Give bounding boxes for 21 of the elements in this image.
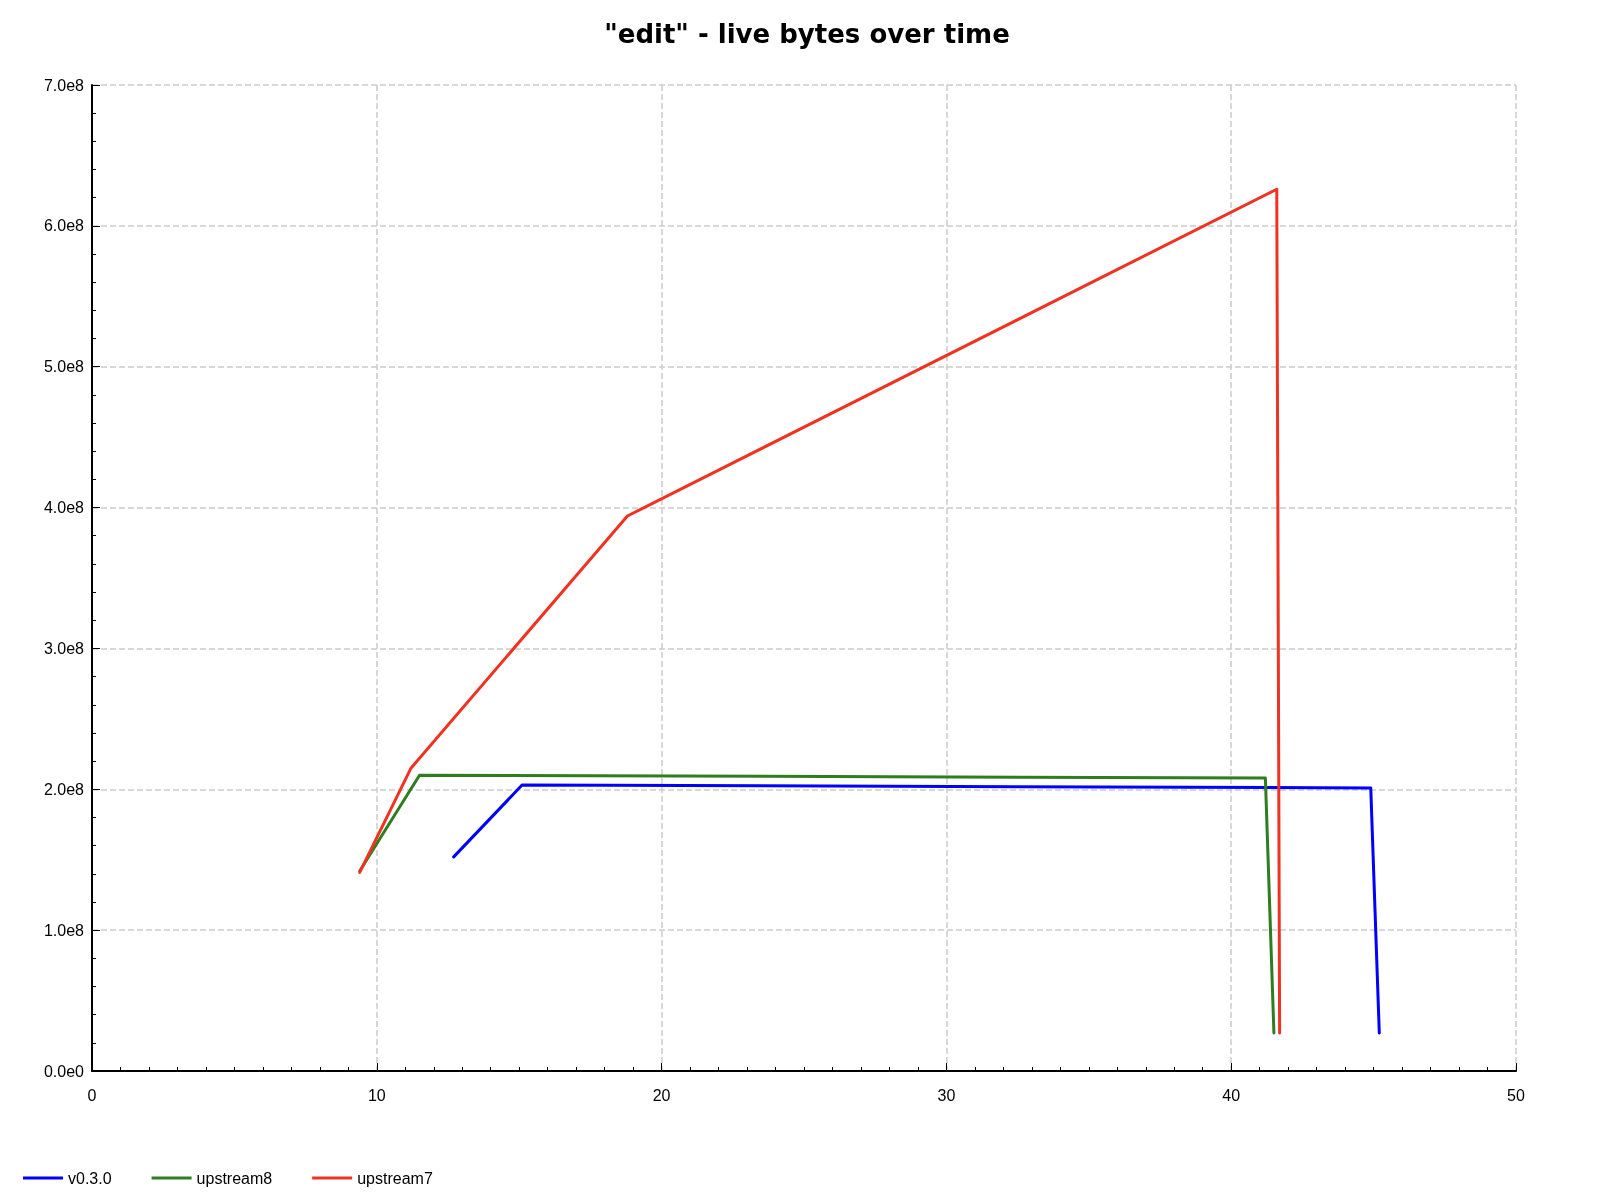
- y-tick-label: 0.0e0: [43, 1062, 85, 1080]
- y-tick-label: 3.0e8: [43, 639, 85, 657]
- line-series: [358, 187, 1282, 1035]
- x-tick-label: 40: [1222, 1086, 1241, 1104]
- y-tick-label: 7.0e8: [43, 76, 85, 94]
- line-series: [358, 773, 1276, 1035]
- legend-label: v0.3.0: [68, 1169, 112, 1187]
- x-tick-label: 20: [652, 1086, 671, 1104]
- x-tick-label: 10: [367, 1086, 386, 1104]
- legend-label: upstream7: [357, 1169, 433, 1187]
- line-series: [452, 783, 1381, 1035]
- x-tick-label: 30: [937, 1086, 956, 1104]
- x-tick-label: 0: [87, 1086, 97, 1104]
- x-tick-label: 50: [1507, 1086, 1525, 1104]
- y-tick-label: 1.0e8: [43, 921, 85, 939]
- chart-title: "edit" - live bytes over time: [604, 19, 1010, 49]
- y-tick-label: 5.0e8: [43, 358, 85, 376]
- legend-label: upstream8: [196, 1169, 273, 1187]
- y-tick-label: 6.0e8: [43, 217, 85, 235]
- y-tick-label: 4.0e8: [43, 499, 85, 517]
- y-tick-label: 2.0e8: [43, 780, 85, 798]
